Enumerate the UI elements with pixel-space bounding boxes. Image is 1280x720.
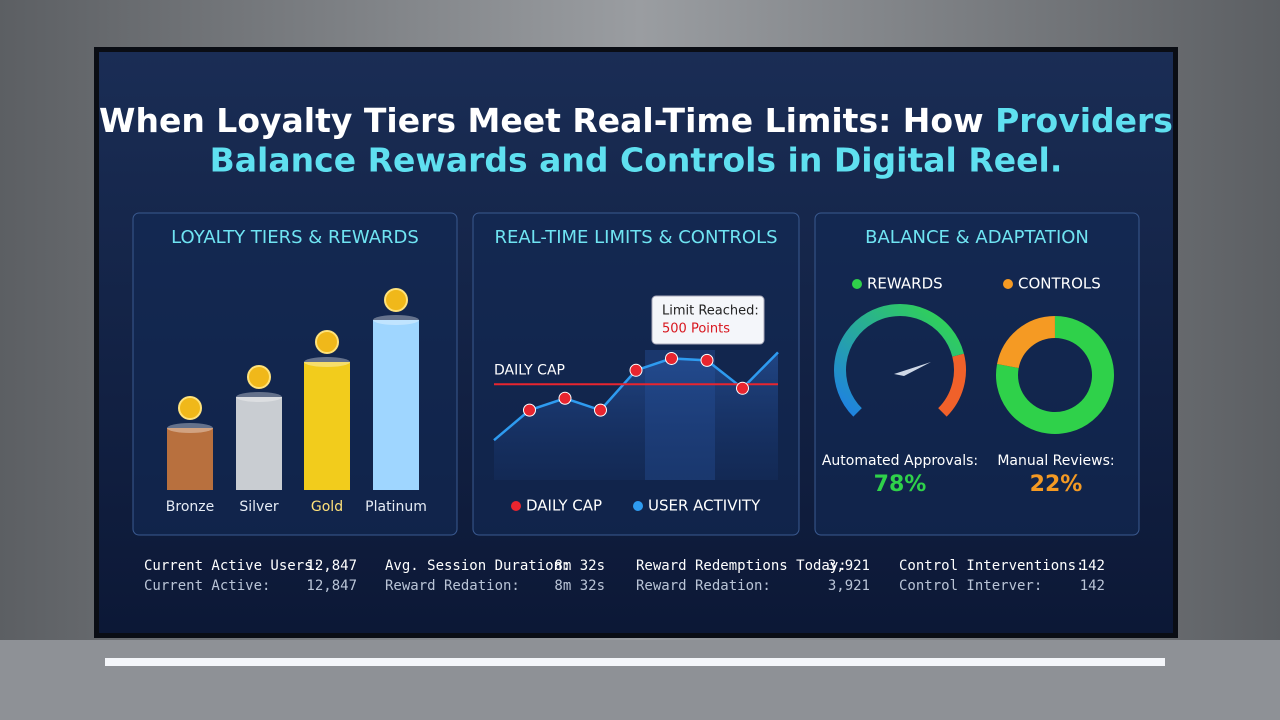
alert-marker	[629, 363, 643, 377]
bar	[373, 320, 419, 490]
stat-label: Control Interver:	[899, 578, 1042, 594]
metric-value: 22%	[1030, 472, 1083, 497]
alert-marker	[736, 381, 749, 395]
panel	[814, 212, 1140, 536]
alert-marker	[523, 403, 536, 417]
stat-label: Avg. Session Duration:	[385, 558, 570, 574]
stat-value: 12,847	[306, 578, 357, 594]
stat-label: Current Active:	[144, 578, 270, 594]
legend-label: REWARDS	[867, 275, 943, 293]
legend-swatch	[1003, 279, 1013, 289]
stat-value: 12,847	[306, 558, 357, 574]
alert-marker	[665, 351, 678, 365]
x-tick-label: Gold	[311, 499, 343, 515]
annotation-line-1: Limit Reached:	[662, 304, 759, 319]
alert-marker	[700, 353, 714, 367]
donut-segment	[997, 316, 1056, 369]
stat-value: 8m 32s	[554, 558, 605, 574]
bar-cap	[304, 357, 350, 367]
stat-value: 3,921	[828, 558, 870, 574]
stat-value: 142	[1080, 578, 1105, 594]
light-strip	[105, 658, 1165, 666]
coin	[315, 330, 339, 354]
stat-value: 8m 32s	[554, 578, 605, 594]
annotation-line-2: 500 Points	[662, 322, 730, 337]
floor	[0, 640, 1280, 720]
bar-cap	[236, 392, 282, 402]
metric-value: 78%	[874, 472, 927, 497]
x-tick-label: Silver	[239, 499, 279, 515]
title-highlight: Providers	[995, 101, 1173, 140]
stat-label: Current Active Users:	[144, 558, 321, 574]
x-tick-label: Platinum	[365, 499, 427, 515]
legend-label: DAILY CAP	[526, 497, 602, 515]
title-line-2: Balance Rewards and Controls in Digital …	[210, 141, 1063, 180]
coin	[247, 365, 271, 389]
coin	[178, 396, 202, 420]
alert-marker	[594, 403, 607, 417]
legend-swatch	[511, 501, 521, 511]
panel-title: REAL-TIME LIMITS & CONTROLS	[494, 227, 777, 248]
stat-label: Control Interventions:	[899, 558, 1084, 574]
stat-label: Reward Redation:	[636, 578, 771, 594]
x-tick-label: Bronze	[166, 499, 214, 515]
stat-label: Reward Redemptions Today:	[636, 558, 847, 574]
bar	[167, 428, 213, 490]
gauge-track	[938, 353, 966, 417]
stat-label: Reward Redation:	[385, 578, 520, 594]
panel-title: BALANCE & ADAPTATION	[865, 227, 1089, 248]
panel-title: LOYALTY TIERS & REWARDS	[171, 227, 419, 248]
donut-segment	[996, 316, 1114, 434]
coin	[384, 288, 408, 312]
legend-swatch	[852, 279, 862, 289]
metric-label: Manual Reviews:	[997, 453, 1114, 469]
title-line-1: When Loyalty Tiers Meet Real-Time Limits…	[99, 101, 1173, 140]
gauge-needle	[894, 362, 931, 376]
bar-cap	[167, 423, 213, 433]
title-text: When Loyalty Tiers Meet Real-Time Limits…	[99, 101, 984, 140]
bar	[304, 362, 350, 490]
bar-cap	[373, 315, 419, 325]
stat-value: 142	[1080, 558, 1105, 574]
stat-value: 3,921	[828, 578, 870, 594]
annotation-box	[651, 295, 765, 345]
cap-label: DAILY CAP	[494, 362, 565, 378]
legend-label: CONTROLS	[1018, 275, 1101, 293]
bar	[236, 397, 282, 490]
legend-label: USER ACTIVITY	[648, 497, 761, 515]
legend-swatch	[633, 501, 643, 511]
alert-marker	[558, 391, 572, 405]
gauge-arc	[834, 304, 964, 417]
metric-label: Automated Approvals:	[822, 453, 978, 469]
